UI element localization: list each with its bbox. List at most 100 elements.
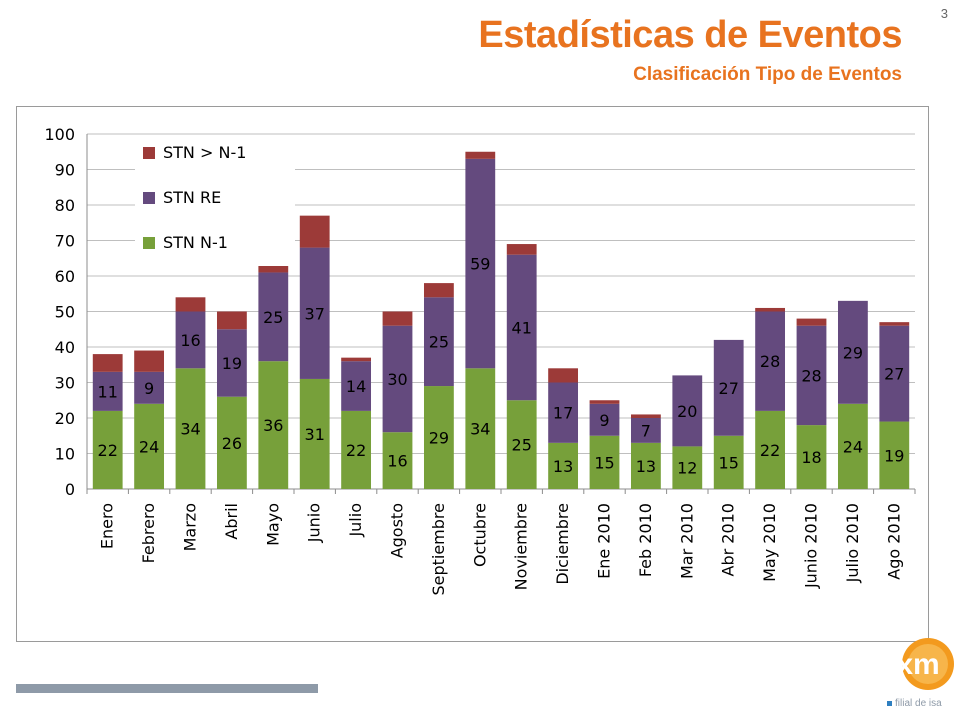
data-label: 27 bbox=[719, 379, 739, 398]
data-label: 13 bbox=[636, 457, 656, 476]
bar-stn-n-1 bbox=[755, 307, 786, 312]
bar-stn-n-1 bbox=[837, 403, 868, 489]
bar-stn-n-1 bbox=[382, 432, 413, 489]
legend-background bbox=[135, 138, 295, 266]
bar-stn-re bbox=[879, 325, 910, 422]
data-label: 9 bbox=[144, 379, 154, 398]
data-label: 31 bbox=[305, 425, 325, 444]
bar-stn-re bbox=[299, 247, 330, 379]
data-label: 27 bbox=[884, 365, 904, 384]
x-tick-label: May 2010 bbox=[760, 503, 779, 582]
data-label: 16 bbox=[180, 331, 200, 350]
bar-stn-re bbox=[713, 339, 744, 436]
data-label: 7 bbox=[641, 421, 651, 440]
data-label: 24 bbox=[843, 437, 863, 456]
bar-stn-n-1 bbox=[589, 400, 620, 404]
bar-stn-n-1 bbox=[506, 400, 537, 489]
data-label: 19 bbox=[222, 354, 242, 373]
bar-stn-n-1 bbox=[630, 414, 661, 418]
y-tick-label: 100 bbox=[44, 125, 75, 144]
bar-stn-n-1 bbox=[879, 421, 910, 489]
page-title: Estadísticas de Eventos bbox=[478, 14, 902, 56]
bar-stn-n-1 bbox=[548, 442, 579, 489]
bar-stn-re bbox=[796, 325, 827, 426]
bar-stn-re bbox=[837, 300, 868, 404]
data-label: 30 bbox=[387, 370, 407, 389]
logo-tagline: filial de isa bbox=[887, 698, 942, 709]
x-tick-label: Mayo bbox=[263, 503, 282, 546]
data-label: 34 bbox=[470, 420, 490, 439]
page-number: 3 bbox=[940, 6, 948, 21]
data-label: 16 bbox=[387, 452, 407, 471]
bar-stn-re bbox=[589, 403, 620, 436]
data-label: 36 bbox=[263, 416, 283, 435]
bar-stn-n-1 bbox=[796, 318, 827, 326]
data-label: 17 bbox=[553, 404, 573, 423]
xm-logo-text: xm bbox=[896, 648, 939, 681]
bar-stn-n-1 bbox=[134, 403, 165, 489]
data-label: 41 bbox=[512, 318, 532, 337]
bar-stn-n-1 bbox=[382, 311, 413, 326]
y-tick-label: 30 bbox=[55, 374, 75, 393]
bar-stn-n-1 bbox=[341, 357, 372, 362]
data-label: 34 bbox=[180, 420, 200, 439]
bar-stn-n-1 bbox=[175, 368, 206, 489]
x-tick-label: Julio 2010 bbox=[843, 503, 862, 583]
x-tick-label: Mar 2010 bbox=[677, 503, 696, 579]
x-tick-label: Julio bbox=[346, 503, 365, 538]
stacked-bar-chart: 0 10 20 30 40 50 60 70 80 90 100 22 11 Enero 24 9 Febrer… bbox=[44, 125, 916, 596]
bar-stn-n-1 bbox=[92, 410, 123, 489]
bar-stn-n-1 bbox=[258, 265, 289, 273]
legend-swatch bbox=[143, 147, 155, 159]
bar-stn-re bbox=[506, 254, 537, 401]
bar-stn-n-1 bbox=[713, 435, 744, 489]
bar-stn-n-1 bbox=[92, 354, 123, 372]
data-label: 14 bbox=[346, 377, 366, 396]
data-label: 11 bbox=[98, 382, 118, 401]
data-label: 25 bbox=[429, 333, 449, 352]
data-label: 26 bbox=[222, 434, 242, 453]
x-tick-label: Septiembre bbox=[429, 503, 448, 596]
y-tick-label: 90 bbox=[55, 161, 75, 180]
data-label: 12 bbox=[677, 459, 697, 478]
data-label: 13 bbox=[553, 457, 573, 476]
bar-stn-n-1 bbox=[465, 151, 496, 159]
x-tick-label: Noviembre bbox=[512, 503, 531, 590]
x-tick-label: Diciembre bbox=[553, 503, 572, 585]
bar-stn-n-1 bbox=[134, 350, 165, 372]
bar-stn-n-1 bbox=[175, 297, 206, 312]
bar-stn-n-1 bbox=[755, 410, 786, 489]
data-label: 18 bbox=[801, 448, 821, 467]
data-label: 22 bbox=[346, 441, 366, 460]
tagline-square-icon bbox=[887, 700, 892, 706]
bar-stn-n-1 bbox=[630, 442, 661, 489]
bar-stn-n-1 bbox=[341, 410, 372, 489]
y-tick-label: 20 bbox=[55, 409, 75, 428]
data-label: 19 bbox=[884, 446, 904, 465]
xm-logo: xm bbox=[896, 638, 954, 690]
data-label: 29 bbox=[429, 429, 449, 448]
data-label: 59 bbox=[470, 255, 490, 274]
legend-swatch bbox=[143, 192, 155, 204]
bar-stn-re bbox=[548, 382, 579, 443]
bar-stn-n-1 bbox=[672, 446, 703, 489]
y-tick-label: 70 bbox=[55, 232, 75, 251]
bar-stn-re bbox=[465, 158, 496, 369]
bar-stn-re bbox=[341, 361, 372, 411]
bar-stn-n-1 bbox=[423, 283, 454, 298]
x-tick-label: Junio 2010 bbox=[802, 503, 821, 589]
xm-logo-inner bbox=[908, 644, 948, 684]
data-label: 25 bbox=[263, 308, 283, 327]
bar-stn-n-1 bbox=[299, 215, 330, 248]
bar-stn-re bbox=[423, 297, 454, 387]
bar-stn-n-1 bbox=[548, 368, 579, 383]
y-tick-label: 0 bbox=[65, 480, 75, 499]
bar-stn-re bbox=[755, 311, 786, 411]
y-tick-label: 80 bbox=[55, 196, 75, 215]
x-tick-label: Ago 2010 bbox=[884, 503, 903, 580]
x-tick-label: Abril bbox=[222, 503, 241, 540]
x-tick-label: Junio bbox=[305, 503, 324, 543]
y-tick-label: 10 bbox=[55, 445, 75, 464]
footer-bar bbox=[16, 684, 318, 693]
legend-swatch bbox=[143, 237, 155, 249]
